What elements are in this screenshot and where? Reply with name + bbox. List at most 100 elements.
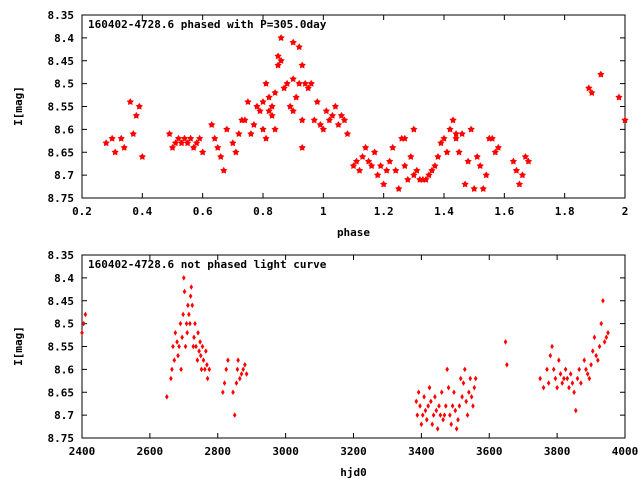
bottom-data-point <box>414 398 419 405</box>
top-data-point <box>473 153 481 160</box>
top-data-point <box>289 107 297 115</box>
bottom-data-point <box>434 407 439 414</box>
top-data-point <box>331 102 340 110</box>
bottom-data-point <box>176 352 180 359</box>
bottom-data-point <box>461 380 466 386</box>
top-data-point <box>295 79 303 87</box>
bottom-data-point <box>597 343 602 350</box>
top-data-point <box>428 166 436 174</box>
top-data-point <box>371 148 379 156</box>
bottom-data-point <box>418 403 422 409</box>
top-x-tick-label: 0.4 <box>132 205 152 218</box>
top-data-point <box>512 166 521 174</box>
top-data-point <box>313 98 321 105</box>
bottom-data-point <box>582 357 587 364</box>
top-data-point <box>186 134 195 142</box>
top-data-point <box>395 185 403 192</box>
bottom-data-point <box>558 371 563 377</box>
top-y-tick-label: 8.6 <box>54 123 74 136</box>
bottom-data-point <box>81 320 86 327</box>
top-data-point <box>241 116 249 124</box>
bottom-data-point <box>449 421 454 428</box>
bottom-data-point <box>191 343 196 350</box>
top-x-tick-label: 0.8 <box>253 205 273 218</box>
bottom-data-point <box>235 366 240 373</box>
bottom-data-point <box>454 426 459 432</box>
top-data-point <box>199 148 207 156</box>
bottom-y-axis-label: I[mag] <box>12 326 25 366</box>
top-data-point <box>214 143 222 151</box>
top-data-point <box>289 75 297 83</box>
top-data-point <box>322 107 330 115</box>
top-data-point <box>174 134 183 142</box>
top-data-point <box>443 148 451 156</box>
bottom-data-point <box>473 375 478 382</box>
bottom-data-point <box>83 311 88 318</box>
bottom-data-point <box>572 389 576 396</box>
bottom-data-point <box>172 357 177 364</box>
top-data-point <box>458 130 466 138</box>
top-x-tick-label: 0.2 <box>72 205 92 218</box>
top-data-point <box>383 166 391 174</box>
top-data-point <box>277 56 285 64</box>
bottom-data-point <box>463 366 467 373</box>
bottom-data-point <box>441 416 445 423</box>
bottom-data-point <box>80 329 84 336</box>
top-data-point <box>310 116 318 124</box>
bottom-data-point <box>557 357 561 364</box>
top-y-tick-label: 8.65 <box>48 146 75 159</box>
bottom-data-point <box>182 288 187 295</box>
top-data-point <box>268 102 276 110</box>
bottom-data-point <box>435 426 440 432</box>
bottom-data-point <box>199 366 204 373</box>
bottom-data-point <box>437 403 441 409</box>
top-x-tick-label: 1 <box>320 205 327 218</box>
bottom-data-point <box>180 334 184 341</box>
bottom-data-point <box>589 362 593 368</box>
top-data-point <box>274 61 282 69</box>
bottom-data-point <box>419 421 424 428</box>
bottom-data-point <box>221 389 225 396</box>
top-x-tick-label: 1.8 <box>555 205 575 218</box>
bottom-data-point <box>551 366 556 373</box>
top-data-point <box>262 134 270 142</box>
top-data-point <box>316 121 324 128</box>
bottom-data-point <box>464 398 468 405</box>
bottom-data-point <box>416 389 421 396</box>
bottom-x-tick-label: 3200 <box>340 445 367 458</box>
top-x-axis-label: phase <box>337 226 370 239</box>
top-data-point <box>374 171 382 179</box>
bottom-data-point <box>458 375 463 382</box>
top-data-point <box>337 111 346 119</box>
bottom-data-point <box>560 380 565 386</box>
top-data-point <box>455 148 463 156</box>
bottom-data-point <box>415 412 420 418</box>
top-data-point <box>491 148 499 156</box>
top-data-point <box>298 61 306 69</box>
top-data-point <box>518 171 527 179</box>
top-y-tick-label: 8.45 <box>48 55 75 68</box>
bottom-y-tick-label: 8.45 <box>48 295 75 308</box>
bottom-data-point <box>601 297 605 304</box>
top-y-tick-label: 8.7 <box>54 169 74 182</box>
top-data-point <box>120 143 128 151</box>
top-data-point <box>488 134 496 142</box>
bottom-data-point <box>584 366 588 373</box>
bottom-data-point <box>244 371 249 377</box>
bottom-data-point <box>587 375 592 382</box>
bottom-data-point <box>431 412 436 418</box>
bottom-data-point <box>190 302 195 309</box>
bottom-data-point <box>599 320 604 327</box>
bottom-data-point <box>197 348 201 354</box>
bottom-data-point <box>182 275 186 281</box>
top-data-point <box>274 52 282 60</box>
bottom-data-point <box>178 320 183 327</box>
bottom-y-tick-label: 8.65 <box>48 386 75 399</box>
top-data-point <box>437 139 445 147</box>
bottom-data-point <box>188 293 193 299</box>
top-data-point <box>413 166 421 174</box>
bottom-data-point <box>433 394 437 400</box>
bottom-data-point <box>239 371 244 377</box>
bottom-data-point <box>604 334 609 341</box>
top-data-point <box>343 130 352 138</box>
